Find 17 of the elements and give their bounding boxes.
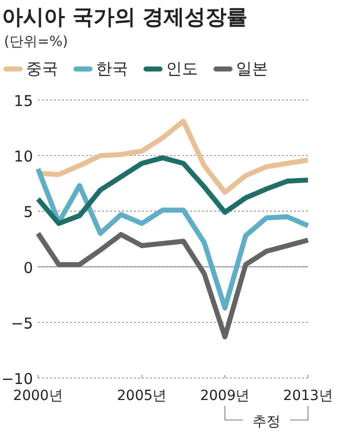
x-tick-label: 2009년 xyxy=(200,388,250,404)
legend-label: 한국 xyxy=(96,59,128,78)
legend-label: 일본 xyxy=(236,59,268,78)
y-tick-label: 10 xyxy=(14,148,33,166)
y-tick-label: −10 xyxy=(1,370,33,388)
y-tick-label: −5 xyxy=(10,314,33,332)
text: 추정 xyxy=(252,414,280,430)
x-tick-label: 2000년 xyxy=(13,388,63,404)
y-tick-label: 0 xyxy=(23,258,33,277)
y-tick-label: 5 xyxy=(23,203,33,222)
legend-label: 중국 xyxy=(26,59,58,78)
y-tick-label: 15 xyxy=(14,92,33,110)
x-tick-label: 2005년 xyxy=(117,388,167,404)
chart-title: 아시아 국가의 경제성장률 xyxy=(2,5,248,29)
x-tick-label: 2013년 xyxy=(283,388,333,404)
legend-label: 인도 xyxy=(166,59,198,78)
chart-subtitle: (단위=%) xyxy=(4,34,68,50)
